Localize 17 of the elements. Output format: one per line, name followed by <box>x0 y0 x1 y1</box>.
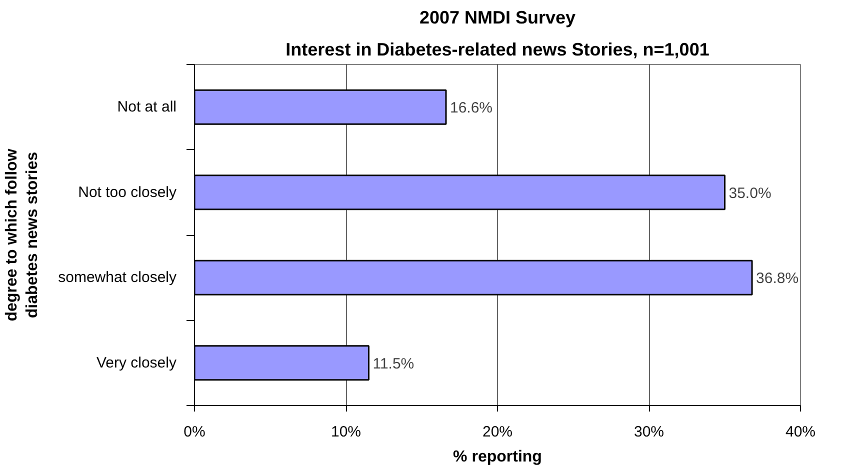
x-tick-label: 20% <box>482 424 513 440</box>
data-label: 36.8% <box>756 270 799 288</box>
x-tick-label: 40% <box>785 424 816 440</box>
x-tick-label: 0% <box>184 424 206 440</box>
data-label: 11.5% <box>372 355 414 372</box>
chart-title: 2007 NMDI Survey <box>419 8 576 28</box>
data-label: 35.0% <box>728 184 772 202</box>
y-tick-label: Very closely <box>96 354 177 372</box>
x-axis-title: % reporting <box>453 448 542 466</box>
x-tick-label: 10% <box>330 424 362 440</box>
y-tick-label: Not too closely <box>78 184 177 201</box>
chart-subtitle: Interest in Diabetes-related news Stories, n=1,001 <box>286 40 710 60</box>
y-tick-label: somewhat closely <box>58 269 177 286</box>
data-label: 16.6% <box>450 100 493 117</box>
x-tick-label: 30% <box>634 424 664 440</box>
y-axis-title: degree to which follow diabetes news stories <box>4 148 42 322</box>
y-tick-label: Not at all <box>117 98 177 116</box>
